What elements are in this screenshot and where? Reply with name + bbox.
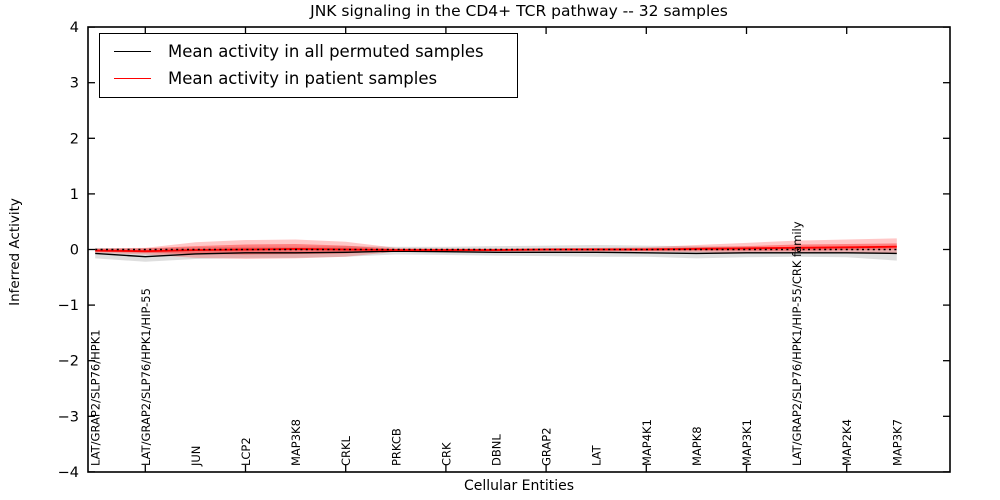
x-category-label: MAPK8 <box>690 426 704 466</box>
y-tick-label: 1 <box>70 187 79 203</box>
x-axis-label: Cellular Entities <box>463 478 575 494</box>
permuted-mean-line <box>95 250 897 258</box>
legend: Mean activity in all permuted samples Me… <box>99 33 518 98</box>
y-axis-label: Inferred Activity <box>7 198 23 306</box>
legend-label-permuted: Mean activity in all permuted samples <box>168 42 484 61</box>
x-category-label: JUN <box>189 446 203 467</box>
y-tick-label: −2 <box>58 354 79 370</box>
legend-line-permuted-icon <box>114 51 151 52</box>
y-tick-label: −1 <box>58 298 79 314</box>
x-category-label: MAP4K1 <box>640 419 654 466</box>
y-tick-label: 2 <box>70 131 79 147</box>
legend-item: Mean activity in all permuted samples <box>100 38 517 65</box>
x-category-label: GRAP2 <box>540 427 554 466</box>
x-category-label: MAP3K1 <box>740 419 754 466</box>
x-category-label: CRKL <box>339 435 353 466</box>
y-tick-label: 0 <box>70 243 79 259</box>
legend-label-patient: Mean activity in patient samples <box>168 69 438 88</box>
y-tick-label: 4 <box>70 20 79 36</box>
legend-line-patient-icon <box>114 78 151 79</box>
x-category-label: PRKCB <box>389 428 403 466</box>
chart-title: JNK signaling in the CD4+ TCR pathway --… <box>310 2 728 20</box>
x-category-label: LAT/GRAP2/SLP76/HPK1/HIP-55 <box>139 288 153 466</box>
x-category-label: MAP3K8 <box>289 419 303 466</box>
x-category-label: LAT <box>590 444 604 466</box>
x-category-label: CRK <box>439 442 453 466</box>
x-category-label: DBNL <box>490 434 504 466</box>
patient-band-outer <box>95 238 897 259</box>
y-tick-label: 3 <box>70 76 79 92</box>
x-category-label: MAP2K4 <box>840 419 854 466</box>
x-category-label: LCP2 <box>239 437 253 466</box>
y-tick-label: −4 <box>58 465 79 481</box>
y-tick-label: −3 <box>58 409 79 425</box>
legend-item: Mean activity in patient samples <box>100 65 517 92</box>
x-category-label: LAT/GRAP2/SLP76/HPK1/HIP-55/CRK family <box>790 221 804 466</box>
x-category-label: LAT/GRAP2/SLP76/HPK1 <box>89 329 103 466</box>
x-category-label: MAP3K7 <box>890 419 904 466</box>
